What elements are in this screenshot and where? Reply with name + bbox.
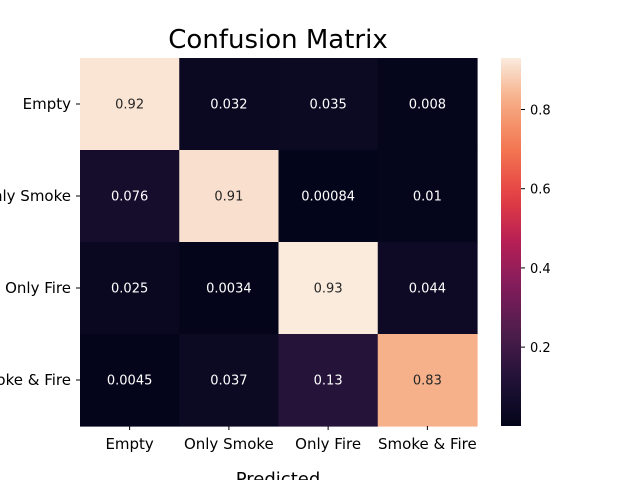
heatmap-cell bbox=[80, 334, 180, 427]
chart-title: Confusion Matrix bbox=[168, 25, 387, 55]
heatmap-cell bbox=[377, 334, 478, 427]
cell-value-label: 0.91 bbox=[214, 190, 243, 205]
row-tick-labels: Empty Only Smoke Only Fire Smoke & Fire bbox=[0, 95, 80, 389]
cell-value-label: 0.92 bbox=[115, 98, 144, 113]
row-tick-label: Only Smoke bbox=[0, 187, 71, 205]
cell-value-label: 0.0034 bbox=[206, 282, 252, 297]
col-tick-label: Only Fire bbox=[295, 435, 361, 453]
cell-value-label: 0.044 bbox=[409, 282, 446, 297]
heatmap-cell bbox=[179, 58, 280, 151]
row-tick-label: Only Fire bbox=[5, 279, 71, 297]
cell-value-label: 0.032 bbox=[210, 98, 247, 113]
heatmap-cell bbox=[278, 242, 379, 335]
heatmap-cell bbox=[80, 242, 180, 335]
colorbar-ticks: 0.2 0.4 0.6 0.8 bbox=[521, 103, 551, 356]
col-tick-label: Smoke & Fire bbox=[378, 435, 477, 453]
cell-value-label: 0.0045 bbox=[107, 374, 153, 389]
cell-value-label: 0.83 bbox=[413, 374, 442, 389]
col-tick-labels: Empty Only Smoke Only Fire Smoke & Fire bbox=[105, 426, 477, 453]
colorbar-tick-label: 0.6 bbox=[530, 183, 551, 198]
heatmap-cell bbox=[179, 334, 280, 427]
cell-value-label: 0.037 bbox=[210, 374, 247, 389]
row-tick-label: Smoke & Fire bbox=[0, 371, 71, 389]
heatmap-cell bbox=[179, 150, 280, 243]
heatmap-cell bbox=[377, 150, 478, 243]
cell-value-label: 0.93 bbox=[314, 282, 343, 297]
heatmap-cell bbox=[80, 150, 180, 243]
col-tick-label: Only Smoke bbox=[184, 435, 274, 453]
cell-value-label: 0.13 bbox=[314, 374, 343, 389]
colorbar-tick-label: 0.8 bbox=[530, 103, 551, 118]
heatmap-cell bbox=[278, 334, 379, 427]
heatmap-cell bbox=[377, 242, 478, 335]
cell-value-label: 0.01 bbox=[413, 190, 442, 205]
cell-value-label: 0.008 bbox=[409, 98, 446, 113]
heatmap-cell bbox=[278, 58, 379, 151]
x-axis-label: Predicted bbox=[236, 469, 321, 480]
heatmap-cell bbox=[377, 58, 478, 151]
cell-value-label: 0.025 bbox=[111, 282, 148, 297]
colorbar-tick-label: 0.2 bbox=[530, 341, 551, 356]
colorbar bbox=[501, 58, 521, 426]
heatmap-cell bbox=[80, 58, 180, 151]
cell-value-label: 0.076 bbox=[111, 190, 148, 205]
cell-value-label: 0.035 bbox=[310, 98, 347, 113]
heatmap-cell bbox=[179, 242, 280, 335]
cell-value-label: 0.00084 bbox=[301, 190, 355, 205]
heatmap-cells: 0.92 0.032 0.035 0.008 0.076 0.91 0.00084 0.01 0… bbox=[80, 58, 478, 427]
colorbar-tick-label: 0.4 bbox=[530, 262, 551, 277]
heatmap-cell bbox=[278, 150, 379, 243]
row-tick-label: Empty bbox=[23, 95, 71, 113]
col-tick-label: Empty bbox=[105, 435, 153, 453]
